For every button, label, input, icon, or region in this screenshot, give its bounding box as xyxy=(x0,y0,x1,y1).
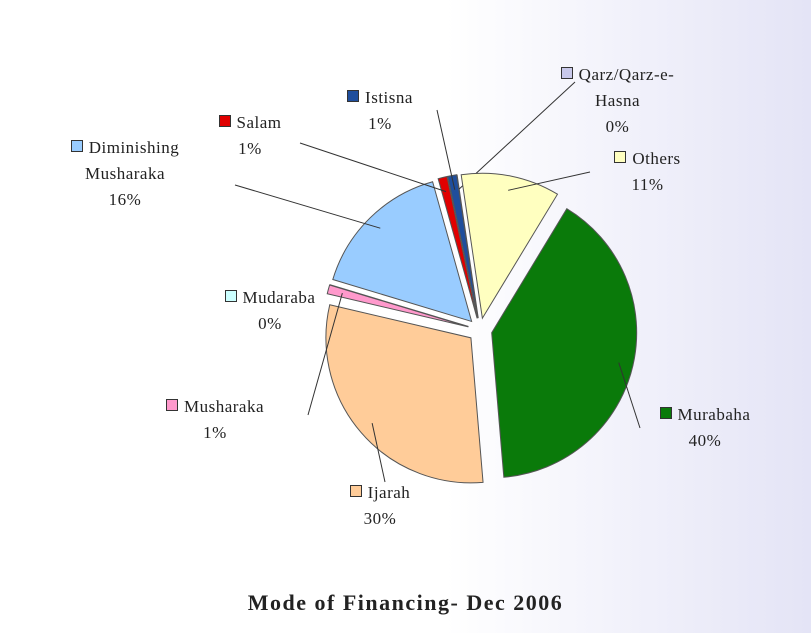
leader-line xyxy=(508,171,591,191)
slice-label: Salam 1% xyxy=(205,110,295,162)
slice-label: Qarz/Qarz-e-Hasna 0% xyxy=(550,62,685,140)
pie-slice xyxy=(329,284,469,328)
category-label: Others xyxy=(632,149,681,168)
legend-swatch xyxy=(347,90,360,102)
leader-line xyxy=(371,423,386,483)
legend-swatch xyxy=(659,407,672,419)
legend-swatch xyxy=(70,140,83,152)
slice-label: Diminishing Musharaka 16% xyxy=(70,135,180,213)
slice-label: Murabaha 40% xyxy=(640,402,770,454)
category-label: Ijarah xyxy=(367,483,411,502)
legend-swatch xyxy=(349,485,362,497)
pie-slice xyxy=(332,181,473,323)
category-label: Salam xyxy=(236,113,282,132)
legend-swatch xyxy=(218,115,231,127)
category-label: Mudaraba xyxy=(242,288,316,307)
category-label: Qarz/Qarz-e-Hasna xyxy=(578,65,675,110)
value-label: 1% xyxy=(368,114,392,133)
legend-swatch xyxy=(224,290,237,302)
value-label: 1% xyxy=(203,423,227,442)
leader-line xyxy=(307,292,343,416)
leader-line xyxy=(618,362,641,429)
slice-label: Mudaraba 0% xyxy=(195,285,345,337)
value-label: 1% xyxy=(238,139,262,158)
category-label: Murabaha xyxy=(677,405,751,424)
pie-slice xyxy=(460,172,559,320)
leader-line xyxy=(234,184,381,229)
value-label: 16% xyxy=(108,190,142,209)
leader-line xyxy=(458,81,576,190)
slice-label: Others 11% xyxy=(590,146,705,198)
slice-label: Ijarah 30% xyxy=(330,480,430,532)
category-label: Diminishing Musharaka xyxy=(84,138,180,183)
category-label: Istisna xyxy=(365,88,413,107)
slice-label: Istisna 1% xyxy=(325,85,435,137)
pie-slice xyxy=(437,175,478,319)
pie-slice xyxy=(491,208,638,478)
value-label: 30% xyxy=(363,509,397,528)
value-label: 11% xyxy=(631,175,664,194)
value-label: 0% xyxy=(258,314,282,333)
pie-slice xyxy=(325,304,484,484)
value-label: 0% xyxy=(605,117,630,136)
leader-line xyxy=(436,109,456,190)
legend-swatch xyxy=(614,151,627,163)
leader-line xyxy=(299,142,447,193)
legend-swatch xyxy=(560,67,573,79)
slice-label: Musharaka 1% xyxy=(140,394,290,446)
chart-title: Mode of Financing- Dec 2006 xyxy=(247,590,564,615)
value-label: 40% xyxy=(688,431,722,450)
category-label: Musharaka xyxy=(183,397,265,416)
legend-swatch xyxy=(165,399,178,411)
